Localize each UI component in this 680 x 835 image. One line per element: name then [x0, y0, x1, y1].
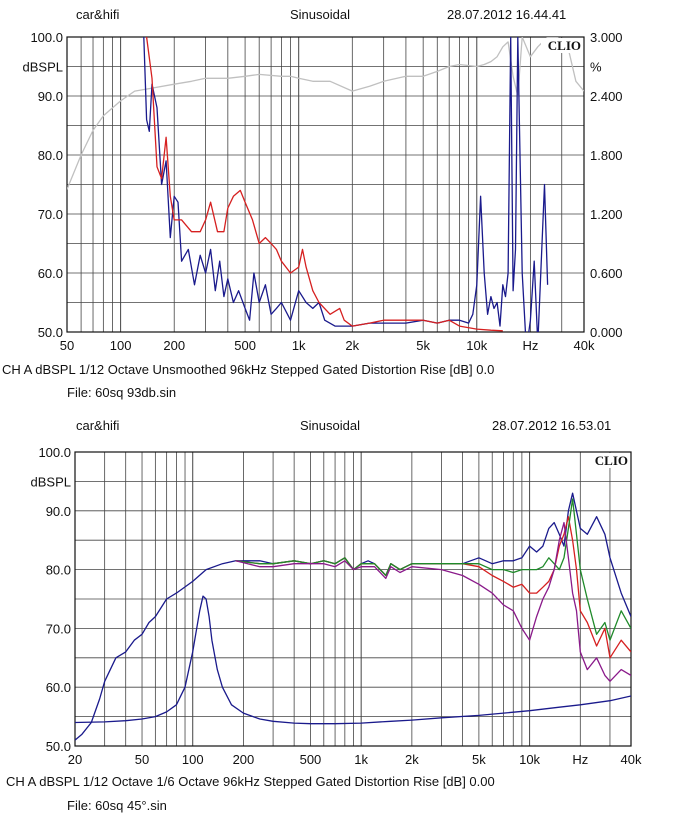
chart1-y-right-tick-label: 1.800 — [590, 148, 623, 163]
chart2-x-tick-label: 200 — [233, 752, 255, 767]
chart2-x-tick-label: 1k — [354, 752, 368, 767]
chart1-y-tick-label: 90.0 — [38, 89, 63, 104]
chart2-y-axis-label: dBSPL — [31, 474, 71, 489]
chart2-info-line: CH A dBSPL 1/12 Octave 1/6 Octave 96kHz … — [6, 774, 495, 789]
chart1-y-right-tick-label: 0.600 — [590, 266, 623, 281]
chart2-series-line-1 — [75, 492, 631, 741]
chart2-header-right: 28.07.2012 16.53.01 — [492, 418, 612, 433]
chart2-x-tick-label: 500 — [300, 752, 322, 767]
chart2-svg: 100.0 90.0 80.0 70.0 60.0 50.0 dBSPL 20 50 100 200… — [31, 445, 642, 767]
chart1-y-right-tick-label: 3.000 — [590, 30, 623, 45]
chart2-x-tick-label: Hz — [572, 752, 588, 767]
chart1-x-tick-label: 500 — [234, 338, 256, 353]
chart2-y-tick-label: 100.0 — [38, 445, 71, 460]
chart2-series-line-5 — [235, 521, 631, 682]
chart2-x-tick-label: 100 — [182, 752, 204, 767]
chart1-x-tick-label: 200 — [163, 338, 185, 353]
chart2-y-tick-label: 70.0 — [46, 621, 71, 636]
chart1-brand-logo: CLIO — [548, 38, 581, 53]
chart2-x-tick-label: 40k — [621, 752, 642, 767]
chart2-series-line-4 — [235, 498, 631, 641]
chart2-y-tick-label: 80.0 — [46, 563, 71, 578]
chart1-x-tick-label: 40k — [574, 338, 595, 353]
chart1-header-right: 28.07.2012 16.44.41 — [447, 7, 567, 22]
chart1-x-tick-label: 1k — [292, 338, 306, 353]
chart2-y-tick-label: 60.0 — [46, 680, 71, 695]
chart2-series-line-2 — [75, 595, 631, 725]
chart2-file-name: File: 60sq 45°.sin — [67, 798, 167, 813]
chart1-x-tick-label: 5k — [416, 338, 430, 353]
chart2-x-tick-label: 20 — [68, 752, 82, 767]
chart2-x-tick-label: 10k — [519, 752, 540, 767]
chart1-svg: 100.0 90.0 80.0 70.0 60.0 50.0 dBSPL 3.000 2.400… — [23, 30, 623, 353]
chart1-x-tick-label: 100 — [110, 338, 132, 353]
chart1-y-tick-label: 50.0 — [38, 325, 63, 340]
chart2-brand-bg — [588, 453, 630, 468]
chart1-info-line: CH A dBSPL 1/12 Octave Unsmoothed 96kHz … — [2, 362, 495, 377]
chart1-y-right-tick-label: 0.000 — [590, 325, 623, 340]
chart1-header-center: Sinusoidal — [290, 7, 350, 22]
chart1-x-tick-label: 2k — [345, 338, 359, 353]
chart1-y-tick-label: 60.0 — [38, 266, 63, 281]
chart1-y-tick-label: 100.0 — [30, 30, 63, 45]
chart2-y-tick-label: 90.0 — [46, 504, 71, 519]
chart1-y-right-tick-label: 2.400 — [590, 89, 623, 104]
chart1-y-right-tick-label: 1.200 — [590, 207, 623, 222]
chart1-series-line-2 — [143, 37, 549, 332]
chart1-y-right-axis-label: % — [590, 60, 602, 75]
chart1-plot-frame — [66, 36, 585, 333]
chart1-x-tick-label: 50 — [60, 338, 74, 353]
chart1-y-tick-label: 80.0 — [38, 148, 63, 163]
chart2-header-left: car&hifi — [76, 418, 120, 433]
chart-panel-1: car&hifi Sinusoidal 28.07.2012 16.44.41 … — [0, 0, 680, 405]
chart1-brand-bg — [541, 38, 583, 53]
chart1-header-left: car&hifi — [76, 7, 120, 22]
chart2-x-tick-label: 50 — [135, 752, 149, 767]
chart1-x-tick-label: Hz — [522, 338, 538, 353]
chart2-brand-logo: CLIO — [595, 453, 628, 468]
chart2-plot-frame — [74, 451, 632, 747]
chart2-header-center: Sinusoidal — [300, 418, 360, 433]
chart1-y-axis-label: dBSPL — [23, 60, 63, 75]
chart2-x-tick-label: 5k — [472, 752, 486, 767]
chart2-x-tick-label: 2k — [405, 752, 419, 767]
chart1-file-name: File: 60sq 93db.sin — [67, 385, 177, 400]
chart-panel-2: car&hifi Sinusoidal 28.07.2012 16.53.01 … — [0, 410, 680, 830]
chart1-series-line-1 — [67, 37, 584, 190]
chart1-x-tick-label: 10k — [466, 338, 487, 353]
chart1-y-tick-label: 70.0 — [38, 207, 63, 222]
chart2-y-tick-label: 50.0 — [46, 739, 71, 754]
chart1-series-line-3 — [145, 37, 503, 332]
